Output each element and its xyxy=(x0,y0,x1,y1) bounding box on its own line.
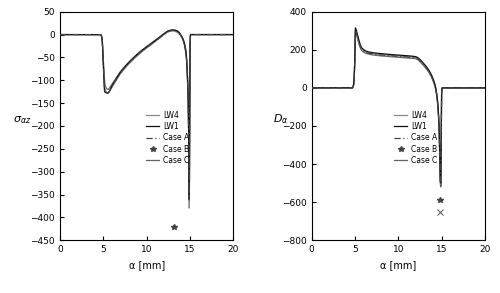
Y-axis label: $\sigma_{\alpha z}$: $\sigma_{\alpha z}$ xyxy=(12,114,31,126)
Legend: LW4, LW1, Case A, Case B, Case C: LW4, LW1, Case A, Case B, Case C xyxy=(390,108,440,168)
X-axis label: α [mm]: α [mm] xyxy=(128,260,165,270)
Y-axis label: $D_{\alpha}$: $D_{\alpha}$ xyxy=(272,112,288,126)
X-axis label: α [mm]: α [mm] xyxy=(380,260,416,270)
Legend: LW4, LW1, Case A, Case B, Case C: LW4, LW1, Case A, Case B, Case C xyxy=(142,108,192,168)
